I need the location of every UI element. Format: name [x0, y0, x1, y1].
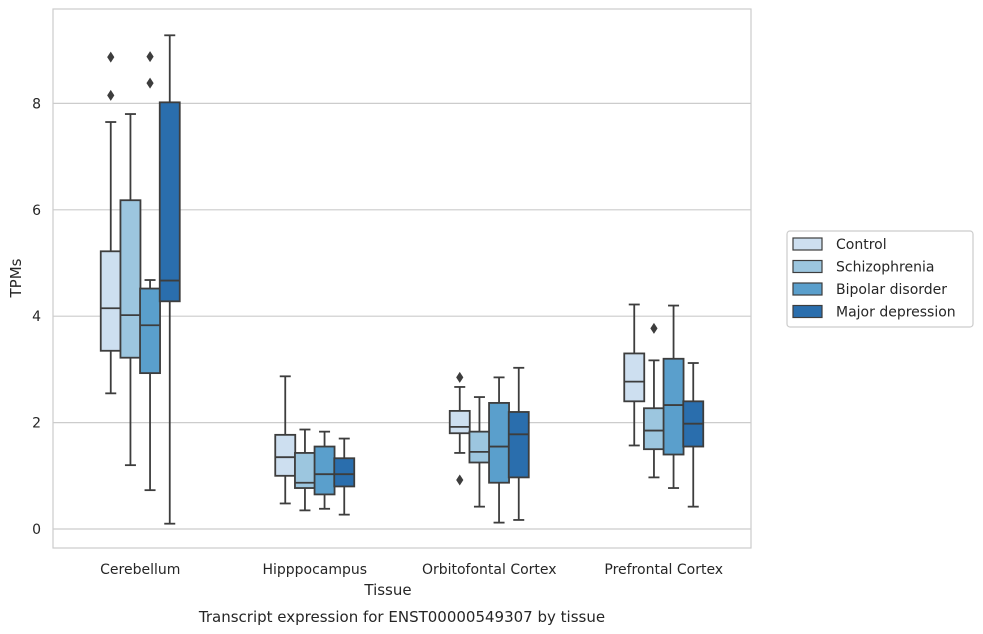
outlier-point	[650, 322, 658, 334]
outlier-point	[107, 89, 115, 101]
box-body	[643, 407, 665, 451]
x-tick-label: Prefrontal Cortex	[604, 562, 723, 578]
outlier-point	[146, 77, 154, 89]
legend-entry-label: Schizophrenia	[836, 260, 934, 276]
y-tick-label: 8	[32, 96, 41, 112]
x-tick-label: Hipppocampus	[262, 562, 367, 578]
box-body	[488, 402, 510, 484]
y-tick-label: 4	[32, 309, 41, 325]
box-body	[468, 430, 491, 464]
chart-caption: Transcript expression for ENST0000054930…	[198, 608, 605, 626]
legend-swatch	[792, 304, 823, 319]
box-major-depression	[158, 34, 181, 525]
box-body	[274, 433, 297, 477]
box-schizophrenia	[643, 322, 665, 479]
outlier-point	[107, 51, 115, 63]
x-tick-label: Orbitofontal Cortex	[422, 562, 557, 578]
y-axis-ticks: 0 2 4 6 8	[32, 96, 41, 538]
box-major-depression	[682, 362, 705, 508]
box-control	[274, 375, 297, 505]
box-series	[99, 34, 705, 525]
box-body	[313, 445, 336, 496]
legend-swatch	[792, 282, 823, 296]
legend-swatch	[792, 259, 823, 274]
box-body	[623, 352, 646, 403]
box-bipolar-disorder	[662, 304, 685, 489]
box-body	[662, 357, 685, 456]
box-major-depression	[333, 437, 356, 516]
plot-area-frame	[52, 8, 752, 549]
y-tick-label: 0	[32, 522, 41, 538]
box-body	[119, 199, 142, 359]
box-body	[448, 409, 471, 435]
box-body	[507, 411, 530, 479]
box-bipolar-disorder	[313, 430, 336, 510]
y-tick-label: 2	[32, 416, 41, 432]
legend: Control Schizophrenia Bipolar disorder Majo…	[786, 230, 974, 328]
x-axis-ticks: Cerebellum Hipppocampus Orbitofontal Corte…	[100, 562, 723, 578]
legend-entry-label: Control	[836, 237, 887, 253]
box-bipolar-disorder	[139, 51, 161, 492]
y-axis-label: TPMs	[7, 258, 25, 298]
box-control	[448, 371, 471, 486]
x-tick-label: Cerebellum	[100, 562, 180, 578]
box-bipolar-disorder	[488, 376, 510, 524]
y-tick-label: 6	[32, 203, 41, 219]
box-major-depression	[507, 366, 530, 521]
box-body	[333, 457, 356, 488]
outlier-point	[146, 51, 154, 63]
box-schizophrenia	[119, 113, 142, 467]
box-schizophrenia	[294, 428, 316, 512]
legend-entry-label: Bipolar disorder	[836, 282, 947, 298]
legend-swatch	[792, 237, 823, 251]
outlier-point	[456, 371, 464, 383]
outlier-point	[456, 474, 464, 486]
box-body	[139, 287, 161, 375]
x-axis-label: Tissue	[363, 581, 411, 599]
legend-entry-label: Major depression	[836, 305, 956, 321]
legend-frame	[786, 230, 974, 328]
box-control	[623, 303, 646, 447]
box-body	[158, 101, 181, 303]
box-schizophrenia	[468, 396, 491, 508]
box-body	[99, 250, 122, 352]
